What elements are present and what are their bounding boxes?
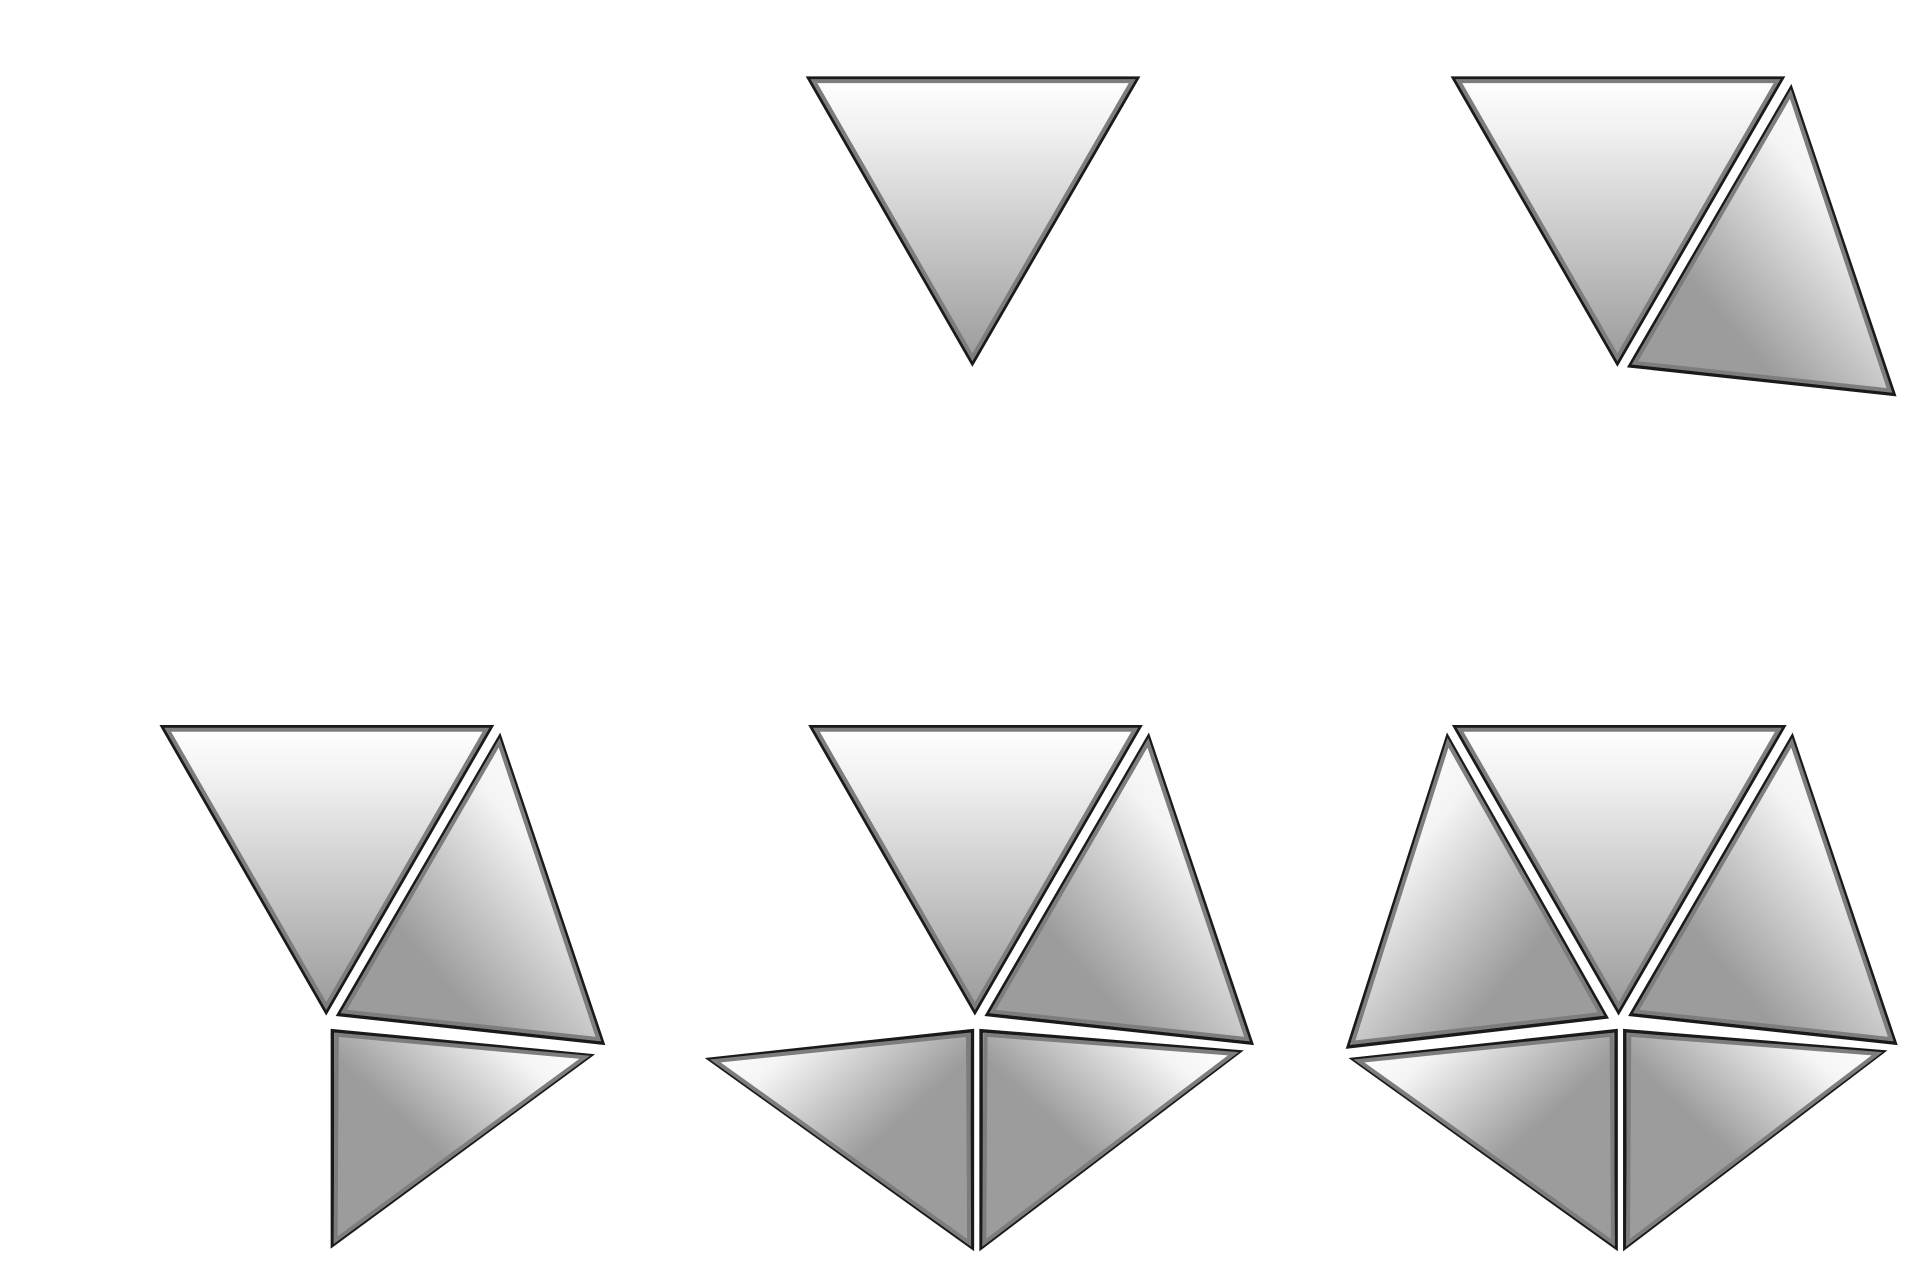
bottom-left-triangle-bevel (709, 1032, 972, 1247)
bottom-right-triangle (979, 1028, 1244, 1252)
top-triangle-bevel (1455, 79, 1781, 362)
right-triangle (1628, 732, 1898, 1046)
bottom-right-triangle-bevel (982, 1032, 1239, 1247)
bottom-left-triangle-face (704, 1028, 975, 1252)
bottom-left-triangle (1348, 1028, 1618, 1252)
right-triangle (335, 732, 606, 1046)
top-triangle (1451, 725, 1787, 1016)
panel-step-6 (1345, 725, 1898, 1252)
right-triangle-face (335, 732, 606, 1046)
panel-step-5 (704, 725, 1255, 1252)
right-triangle-bevel (989, 737, 1250, 1042)
top-triangle (159, 725, 495, 1016)
bottom-triangle-face (330, 1028, 596, 1249)
top-triangle-bevel (810, 79, 1136, 362)
top-triangle-face (1450, 76, 1786, 367)
bottom-right-triangle-face (979, 1028, 1244, 1252)
bottom-triangle-bevel (333, 1032, 591, 1245)
top-triangle-face (1451, 725, 1787, 1016)
top-triangle-bevel (1456, 727, 1782, 1011)
top-triangle (808, 725, 1143, 1016)
top-triangle-face (159, 725, 495, 1016)
right-triangle-face (1626, 83, 1897, 397)
right-triangle-face (984, 732, 1255, 1046)
right-triangle-face (1628, 732, 1898, 1046)
top-triangle (1450, 76, 1786, 367)
bottom-right-triangle-bevel (1625, 1032, 1883, 1247)
right-triangle-bevel (340, 737, 602, 1042)
bottom-right-triangle (1623, 1028, 1888, 1252)
top-triangle-face (808, 725, 1143, 1016)
bottom-triangle (330, 1028, 596, 1249)
panel-step-4 (159, 725, 606, 1249)
left-triangle-face (1345, 732, 1610, 1049)
panel-step-3 (1450, 76, 1897, 397)
bottom-left-triangle-bevel (1353, 1032, 1615, 1247)
right-triangle (984, 732, 1255, 1046)
top-triangle-bevel (164, 727, 490, 1011)
right-triangle-bevel (1632, 737, 1894, 1042)
bottom-right-triangle-face (1623, 1028, 1888, 1252)
top-triangle (805, 76, 1141, 367)
left-triangle-bevel (1349, 737, 1605, 1046)
left-triangle (1345, 732, 1610, 1049)
panel-step-2 (805, 76, 1141, 367)
top-triangle-face (805, 76, 1141, 367)
right-triangle (1626, 83, 1897, 397)
top-triangle-bevel (812, 727, 1139, 1011)
bottom-left-triangle-face (1348, 1028, 1618, 1252)
bottom-left-triangle (704, 1028, 975, 1252)
right-triangle-bevel (1631, 89, 1893, 393)
